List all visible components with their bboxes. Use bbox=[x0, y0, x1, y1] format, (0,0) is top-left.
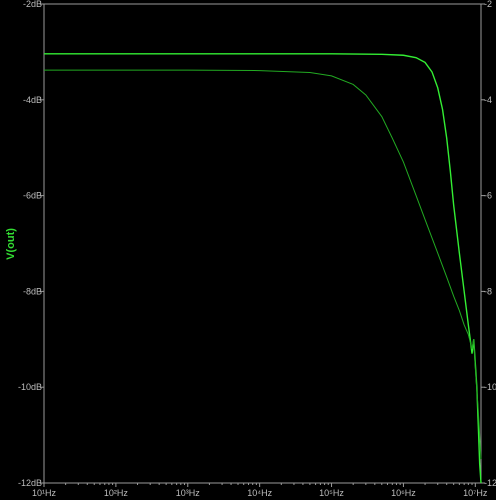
y-tick-label: -4dB bbox=[23, 95, 42, 105]
right-tick-label: -12 bbox=[484, 478, 496, 488]
right-tick-label: -4 bbox=[484, 95, 492, 105]
series-line-2 bbox=[44, 69, 482, 460]
right-tick-label: -2 bbox=[484, 0, 492, 9]
x-tick-label: 10³Hz bbox=[176, 488, 201, 498]
x-tick-label: 10⁷Hz bbox=[463, 488, 488, 498]
y-tick-label: -12dB bbox=[18, 478, 42, 488]
y-tick-label: -6dB bbox=[23, 191, 42, 201]
y-tick-label: -2dB bbox=[23, 0, 42, 9]
x-tick-label: 10¹Hz bbox=[32, 488, 57, 498]
right-tick-label: -6 bbox=[484, 191, 492, 201]
x-tick-label: 10⁴Hz bbox=[247, 488, 272, 498]
x-tick-label: 10²Hz bbox=[104, 488, 129, 498]
x-tick-label: 10⁶Hz bbox=[391, 488, 416, 498]
plot-marks: 10¹Hz 10²Hz 10³Hz 10⁴Hz 10⁵Hz 10⁶Hz 10⁷Hz -2dB -… bbox=[18, 0, 496, 498]
plot-area bbox=[43, 3, 482, 484]
right-tick-label: -8 bbox=[484, 286, 492, 296]
right-tick-label: -10 bbox=[484, 382, 496, 392]
y-tick-label: -8dB bbox=[23, 286, 42, 296]
y-tick-label: -10dB bbox=[18, 382, 42, 392]
x-tick-label: 10⁵Hz bbox=[319, 488, 344, 498]
y-axis-label: V(out) bbox=[5, 228, 17, 260]
